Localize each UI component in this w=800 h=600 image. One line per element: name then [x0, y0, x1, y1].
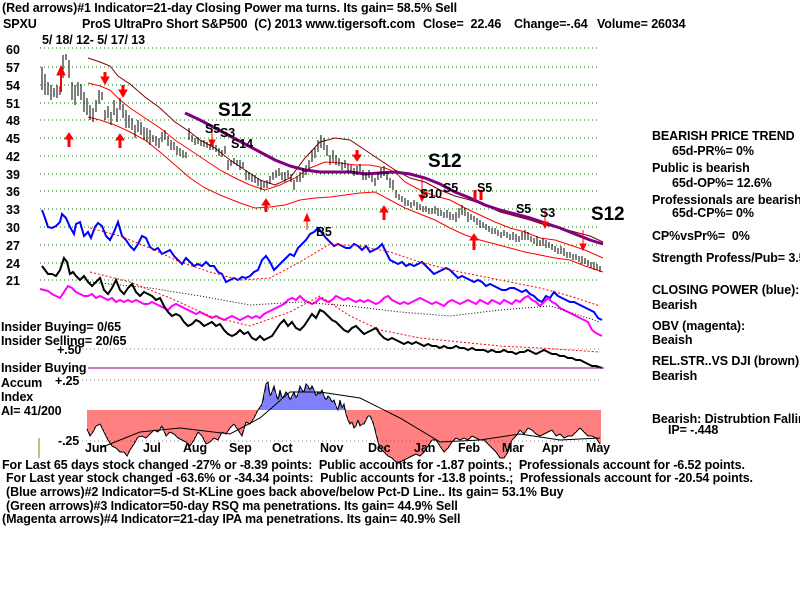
strength-value: Strength Profess/Pub= 3.5 — [652, 251, 800, 265]
symbol-label: SPXU — [3, 17, 37, 31]
signal-b5: B5 — [316, 225, 332, 239]
y-tick-51: 51 — [6, 97, 20, 111]
accum-index-line — [86, 380, 601, 463]
date-range: 5/ 18/ 12- 5/ 17/ 13 — [42, 33, 145, 47]
x-tick-nov: Nov — [320, 441, 344, 455]
distribution-status: Bearish: Distrubtion Falling — [652, 412, 800, 426]
signal-s12-2: S12 — [428, 151, 462, 172]
signal-s5-3: S5 — [477, 181, 493, 195]
trend-title: BEARISH PRICE TREND — [652, 129, 795, 143]
accum-index-histogram — [86, 380, 601, 463]
y-tick-45: 45 — [6, 132, 20, 146]
signal-s12-1: S12 — [218, 100, 252, 121]
signal-s10: S10 — [420, 187, 442, 201]
pr-value: 65d-PR%= 0% — [672, 144, 754, 158]
y-tick-36: 36 — [6, 185, 20, 199]
insider-buying-count: Insider Buying= 0/65 — [1, 320, 121, 334]
x-tick-feb: Feb — [458, 441, 480, 455]
footer-indicator-3: (Green arrows)#3 Indicator=50-day RSQ ma… — [6, 499, 458, 513]
red-arrows — [56, 64, 587, 252]
relstr-value: Bearish — [652, 369, 698, 383]
y-tick-48: 48 — [6, 114, 20, 128]
cpvspr-value: CP%vsPr%= 0% — [652, 229, 750, 243]
relstr-label: REL.STR..VS DJI (brown): — [652, 354, 800, 368]
lower-band — [87, 116, 604, 273]
signal-s12-3: S12 — [591, 204, 625, 225]
x-tick-aug: Aug — [183, 441, 207, 455]
op-value: 65d-OP%= 12.6% — [672, 176, 772, 190]
obv-value: Beaish — [652, 333, 693, 347]
signal-s3-2: S3 — [540, 206, 556, 220]
closing-power-value: Bearish — [652, 298, 698, 312]
signal-s5-2: S5 — [443, 181, 459, 195]
middle-band — [87, 82, 604, 259]
obv-label: OBV (magenta): — [652, 319, 746, 333]
y-tick-60: 60 — [6, 43, 20, 57]
x-tick-jun: Jun — [85, 441, 107, 455]
footer-indicator-4: (Magenta arrows)#4 Indicator=21-day IPA … — [2, 512, 461, 526]
public-status: Public is bearish — [652, 161, 750, 175]
change-value: Change=-.64 — [514, 17, 588, 31]
footer-indicator-2: (Blue arrows)#2 Indicator=5-d St-KLine g… — [6, 485, 564, 499]
y-tick-54: 54 — [6, 79, 20, 93]
price-bars — [41, 54, 601, 272]
x-tick-jul: Jul — [143, 441, 161, 455]
y-tick-57: 57 — [6, 61, 20, 75]
signal-s3-1: S3 — [220, 126, 236, 140]
ai-value: AI= 41/200 — [1, 404, 62, 418]
x-tick-jan: Jan — [414, 441, 436, 455]
ai-tick-plus25: +.25 — [55, 374, 80, 388]
index-label: Index — [1, 390, 34, 404]
x-tick-mar: Mar — [502, 441, 524, 455]
x-tick-dec: Dec — [368, 441, 391, 455]
cp-value: 65d-CP%= 0% — [672, 206, 754, 220]
signal-s14: S14 — [231, 137, 253, 151]
x-tick-apr: Apr — [542, 441, 564, 455]
moving-average — [184, 111, 604, 246]
indicator-1-text: (Red arrows)#1 Indicator=21-day Closing … — [2, 1, 458, 15]
insider-selling-count: Insider Selling= 20/65 — [1, 334, 127, 348]
x-tick-oct: Oct — [272, 441, 293, 455]
closing-power-line — [41, 209, 603, 321]
ip-value: IP= -.448 — [668, 423, 719, 437]
y-tick-33: 33 — [6, 203, 20, 217]
ai-tick-minus25: -.25 — [58, 434, 80, 448]
close-value: Close= 22.46 — [423, 17, 502, 31]
professionals-status: Professionals are bearish — [652, 193, 800, 207]
y-tick-30: 30 — [6, 221, 20, 235]
y-tick-24: 24 — [6, 257, 20, 271]
footer-year: For Last year stock changed -63.6% or -3… — [6, 471, 753, 485]
accum-label: Accum — [1, 376, 43, 390]
insider-buying-label: Insider Buying — [1, 361, 87, 375]
y-tick-42: 42 — [6, 150, 20, 164]
signal-s5-1: S5 — [205, 122, 221, 136]
signal-s5-4: S5 — [516, 202, 532, 216]
closing-power-label: CLOSING POWER (blue): — [652, 283, 800, 297]
x-tick-may: May — [586, 441, 611, 455]
y-tick-27: 27 — [6, 239, 20, 253]
y-tick-21: 21 — [6, 274, 20, 288]
grid-lines — [40, 47, 600, 281]
obv-line — [39, 284, 603, 337]
rel-strength-line — [41, 255, 603, 369]
x-tick-sep: Sep — [229, 441, 252, 455]
upper-band — [87, 57, 604, 243]
chart-title: ProS UltraPro Short S&P500 (C) 2013 www.… — [82, 17, 416, 31]
y-tick-39: 39 — [6, 168, 20, 182]
footer-65day: For Last 65 days stock changed -27% or -… — [2, 458, 745, 472]
ai-tick-plus50: +.50 — [57, 343, 82, 357]
volume-value: Volume= 26034 — [597, 17, 686, 31]
